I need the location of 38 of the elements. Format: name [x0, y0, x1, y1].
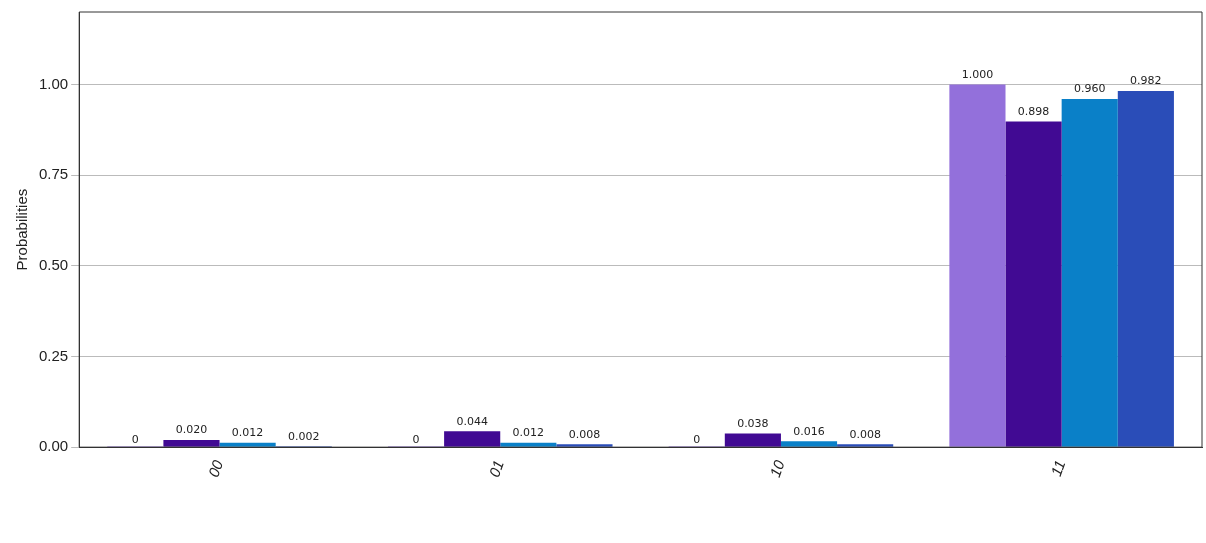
- bar: [500, 442, 557, 447]
- data-label: 0: [412, 432, 420, 446]
- data-label: 0.982: [1130, 74, 1162, 88]
- data-label: 0.012: [512, 426, 545, 440]
- data-label: 0.008: [849, 427, 881, 441]
- data-label: 0.020: [175, 423, 208, 437]
- bar: [556, 444, 613, 447]
- x-tick-label: 10: [766, 457, 788, 480]
- bar: [1005, 121, 1062, 447]
- y-tick-label: 0.50: [38, 255, 69, 273]
- bar: [837, 444, 894, 447]
- data-label: 0.002: [288, 429, 320, 443]
- bar: [1061, 99, 1118, 447]
- data-label: 0: [131, 432, 139, 446]
- bar: [163, 439, 220, 447]
- x-tick-label: 00: [204, 457, 227, 480]
- data-label: 0.012: [231, 426, 264, 440]
- y-tick-label: 1.00: [38, 74, 69, 92]
- data-label: 0.960: [1073, 82, 1106, 96]
- bar: [724, 433, 781, 447]
- bar: [780, 441, 838, 447]
- data-label: 0.038: [737, 416, 769, 430]
- x-tick-label: 11: [1047, 457, 1069, 479]
- data-label: 0: [693, 432, 701, 446]
- data-label: 1.000: [961, 67, 994, 81]
- y-axis-title: Probabilities: [13, 188, 31, 271]
- x-tick-label: 01: [485, 457, 507, 480]
- data-label: 0.898: [1017, 104, 1050, 118]
- data-label: 0.016: [793, 424, 825, 438]
- bar: [1117, 91, 1174, 447]
- data-label: 0.044: [456, 414, 488, 428]
- data-label: 0.008: [568, 427, 601, 441]
- bar: [219, 442, 276, 447]
- y-tick-label: 0.25: [38, 346, 69, 364]
- y-tick-label: 0.75: [38, 165, 69, 183]
- bar: [949, 84, 1006, 447]
- y-tick-label: 0.00: [38, 437, 69, 455]
- bar: [444, 431, 501, 447]
